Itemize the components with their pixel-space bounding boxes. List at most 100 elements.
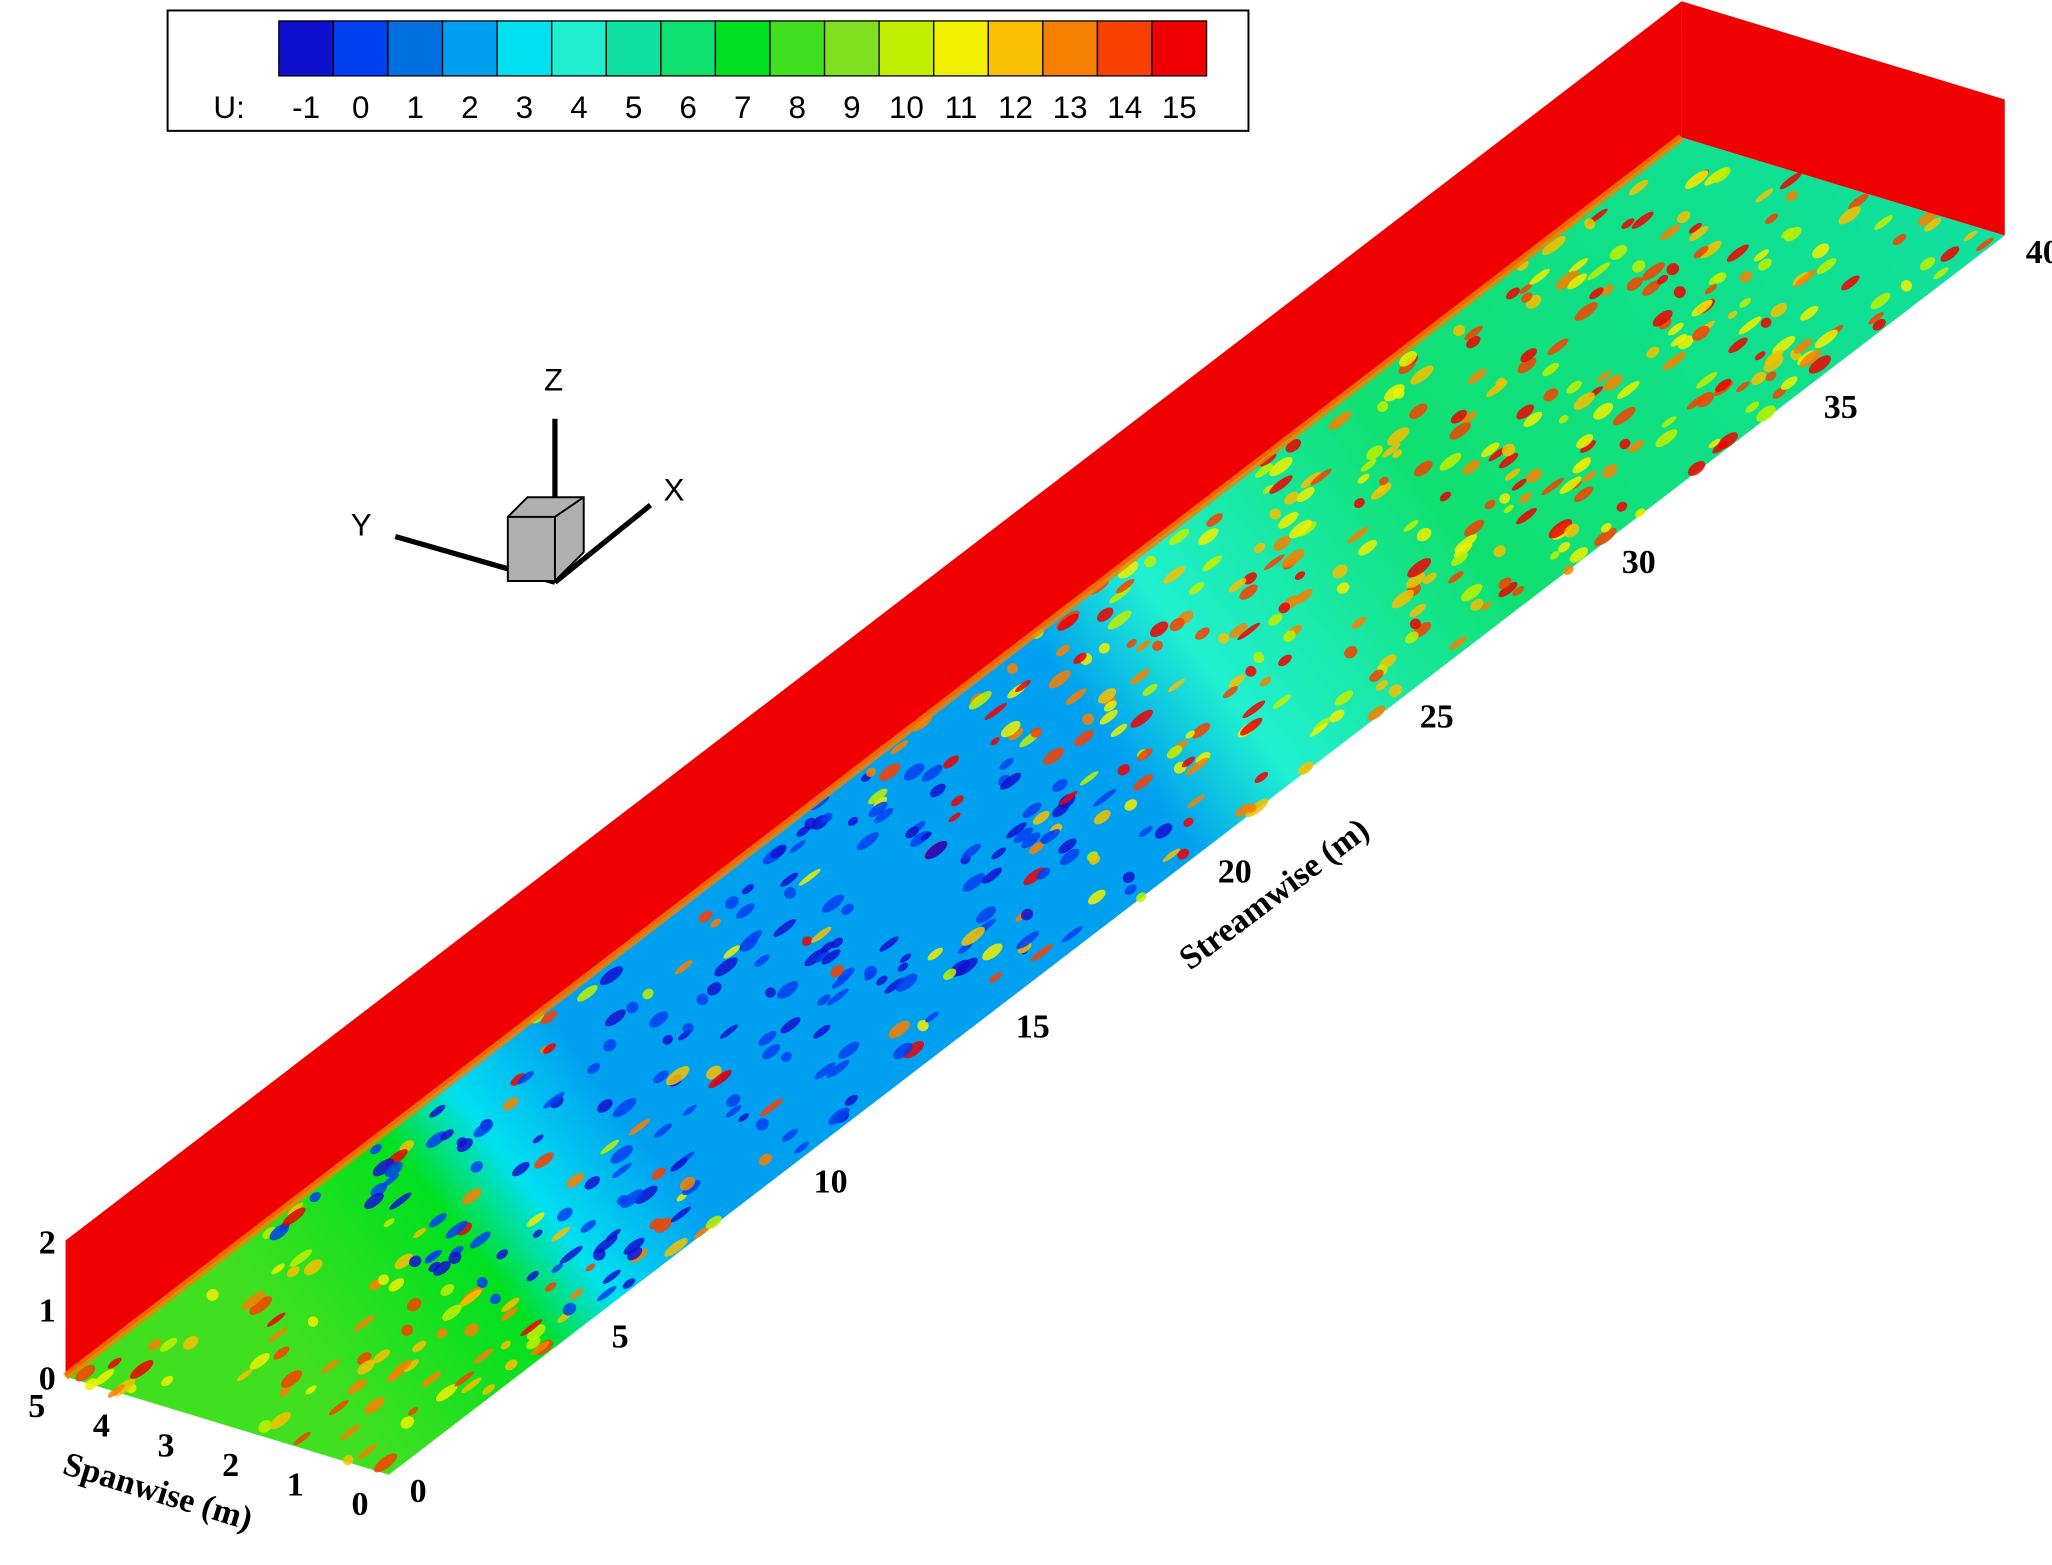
flow-blob xyxy=(1450,409,1467,424)
flow-blob xyxy=(1130,709,1153,728)
flow-blob xyxy=(1351,616,1367,629)
flow-blob xyxy=(1379,476,1389,486)
flow-blob xyxy=(610,1145,633,1164)
flow-blob xyxy=(837,967,855,982)
flow-blob xyxy=(888,1020,910,1039)
flow-blob xyxy=(473,1120,494,1138)
flow-blob xyxy=(698,910,713,923)
flow-blob xyxy=(557,1207,573,1222)
flow-blob xyxy=(436,1328,448,1339)
flow-blob xyxy=(1495,377,1506,387)
flow-blob xyxy=(303,1259,323,1276)
flow-blob xyxy=(407,1298,422,1312)
flow-blob xyxy=(1559,476,1582,494)
colorbar-tick-label: 14 xyxy=(1107,90,1142,125)
flow-blob xyxy=(1646,346,1660,359)
flow-blob xyxy=(1260,453,1277,467)
flow-blob xyxy=(1549,551,1560,560)
flow-blob xyxy=(1032,810,1050,825)
flow-blob xyxy=(1686,395,1705,410)
flow-blob xyxy=(642,988,654,1000)
flow-blob xyxy=(1576,434,1594,449)
flow-blob xyxy=(353,1314,375,1332)
flow-blob xyxy=(241,1290,266,1310)
vertical-tick-label: 2 xyxy=(39,1225,56,1262)
flow-blob xyxy=(961,843,981,860)
flow-blob xyxy=(490,1293,501,1305)
flow-blob xyxy=(1501,443,1516,457)
flow-blob xyxy=(1103,700,1117,712)
flow-blob xyxy=(1587,262,1611,281)
flow-blob xyxy=(925,1011,939,1023)
streamwise-tick-label: 0 xyxy=(410,1473,427,1510)
flow-blob xyxy=(1499,493,1511,504)
flow-blob xyxy=(1739,270,1753,283)
flow-blob xyxy=(821,812,833,823)
flow-blob xyxy=(1124,884,1137,895)
flow-blob xyxy=(1273,536,1291,551)
flow-blob xyxy=(1414,460,1433,477)
flow-blob xyxy=(879,936,899,952)
flow-blob xyxy=(820,941,835,953)
flow-blob xyxy=(1013,827,1033,844)
flow-blob xyxy=(662,1034,673,1045)
flow-blob xyxy=(903,763,925,781)
flow-blob xyxy=(1195,627,1210,640)
flow-blob xyxy=(1006,663,1018,675)
flow-blob xyxy=(530,1340,550,1356)
flow-blob xyxy=(1712,440,1728,454)
flow-blob xyxy=(1281,549,1305,568)
flow-blob xyxy=(570,1288,584,1300)
flow-blob xyxy=(1391,589,1415,609)
flow-blob xyxy=(1269,508,1281,520)
flow-blob xyxy=(1284,491,1299,505)
flow-blob xyxy=(1008,727,1024,741)
flow-blob xyxy=(1563,565,1574,575)
colorbar-tick-label: 7 xyxy=(734,90,751,125)
flow-blob xyxy=(890,740,909,755)
flow-blob xyxy=(1334,690,1354,706)
flow-blob xyxy=(75,1364,96,1382)
flow-blob xyxy=(1344,646,1358,659)
flow-blob xyxy=(895,973,918,992)
flow-blob xyxy=(585,1263,596,1272)
streamwise-tick-label: 10 xyxy=(814,1163,848,1200)
colorbar-cell xyxy=(1151,20,1208,77)
flow-blob xyxy=(1975,237,1994,252)
flow-blob xyxy=(440,1283,455,1297)
flow-blob xyxy=(929,783,946,798)
flow-blob xyxy=(566,1172,585,1188)
flow-blob xyxy=(1872,318,1886,331)
flow-blob xyxy=(765,987,776,998)
flow-blob xyxy=(1110,723,1128,737)
flow-blob xyxy=(708,1069,732,1089)
flow-blob xyxy=(584,1176,601,1190)
flow-blob xyxy=(1138,825,1153,838)
flow-blob xyxy=(1503,504,1514,514)
flow-blob xyxy=(1793,338,1813,354)
flow-blob xyxy=(1772,387,1787,399)
flow-blob xyxy=(814,1062,836,1080)
colorbar-cell xyxy=(1096,20,1153,77)
flow-blob xyxy=(1294,571,1306,581)
flow-blob xyxy=(1631,211,1654,229)
colorbar-cell xyxy=(714,20,771,77)
flow-blob xyxy=(1000,772,1022,790)
colorbar-cell xyxy=(441,20,498,77)
flow-blob xyxy=(758,1153,773,1166)
flow-blob xyxy=(1377,401,1389,412)
flow-blob xyxy=(1499,452,1519,469)
flow-blob xyxy=(654,1123,673,1138)
flow-blob xyxy=(282,1207,306,1227)
flow-blob xyxy=(445,1220,468,1239)
colorbar-tick-label: -1 xyxy=(292,90,320,125)
colorbar-cell xyxy=(496,20,553,77)
flow-blob xyxy=(1558,415,1569,424)
flow-blob xyxy=(1188,581,1205,595)
flow-blob xyxy=(1689,225,1709,242)
flow-blob xyxy=(1235,803,1252,818)
flow-blob xyxy=(1520,292,1533,303)
flow-blob xyxy=(543,1043,556,1054)
flow-blob xyxy=(1632,260,1646,273)
flow-blob xyxy=(1779,172,1802,190)
